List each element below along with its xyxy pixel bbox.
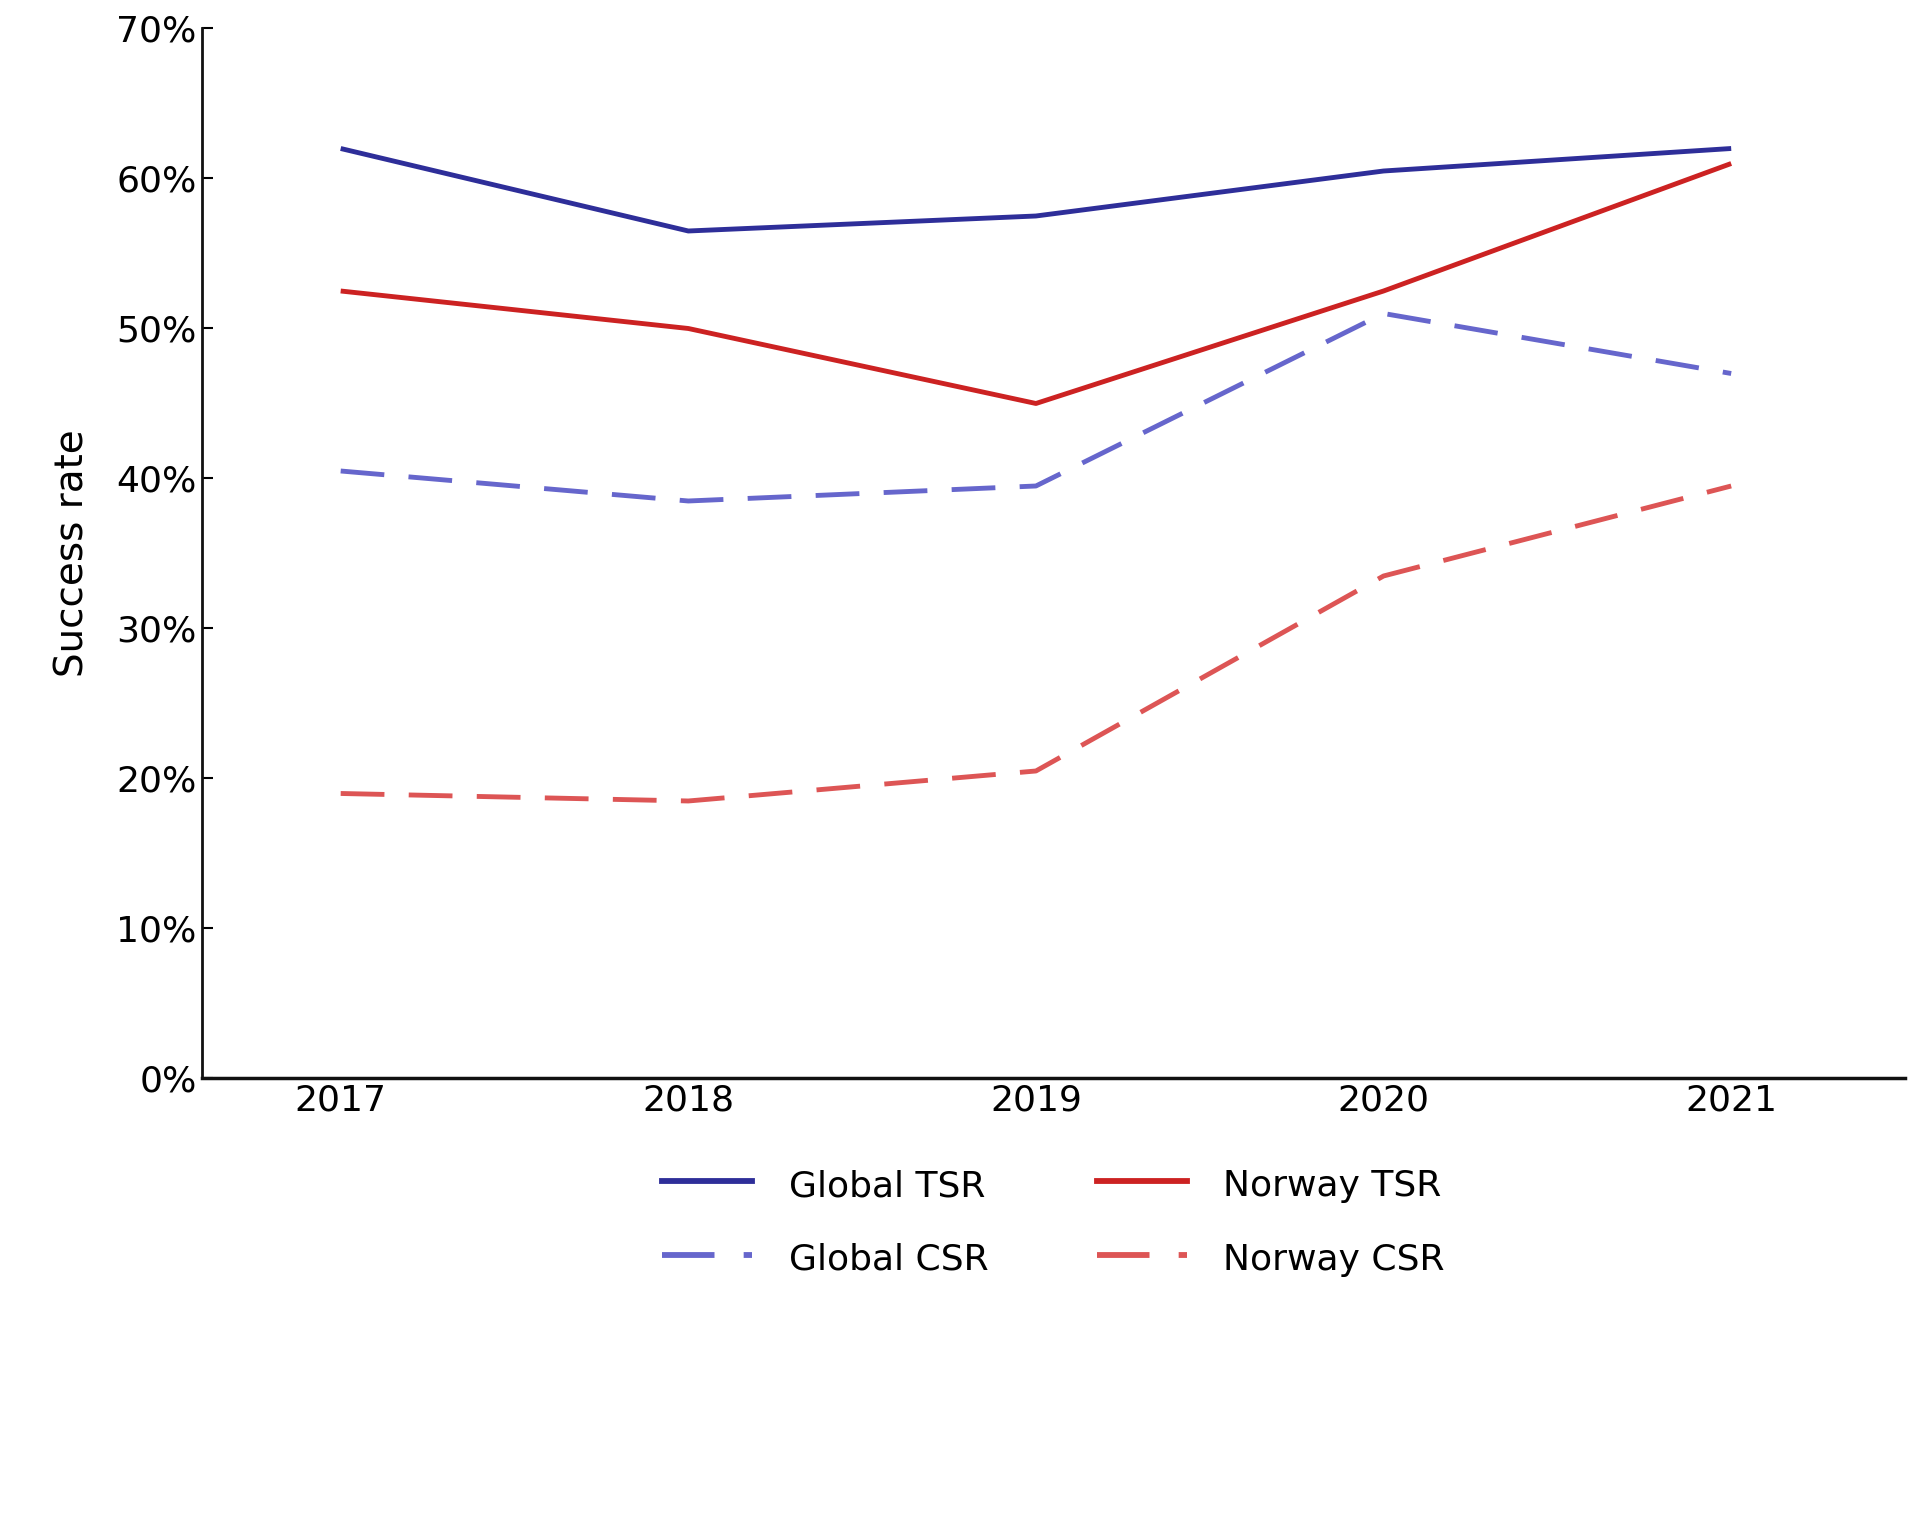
Y-axis label: Success rate: Success rate	[54, 430, 92, 677]
Legend: Global TSR, Global CSR, Norway TSR, Norway CSR: Global TSR, Global CSR, Norway TSR, Norw…	[647, 1151, 1459, 1291]
